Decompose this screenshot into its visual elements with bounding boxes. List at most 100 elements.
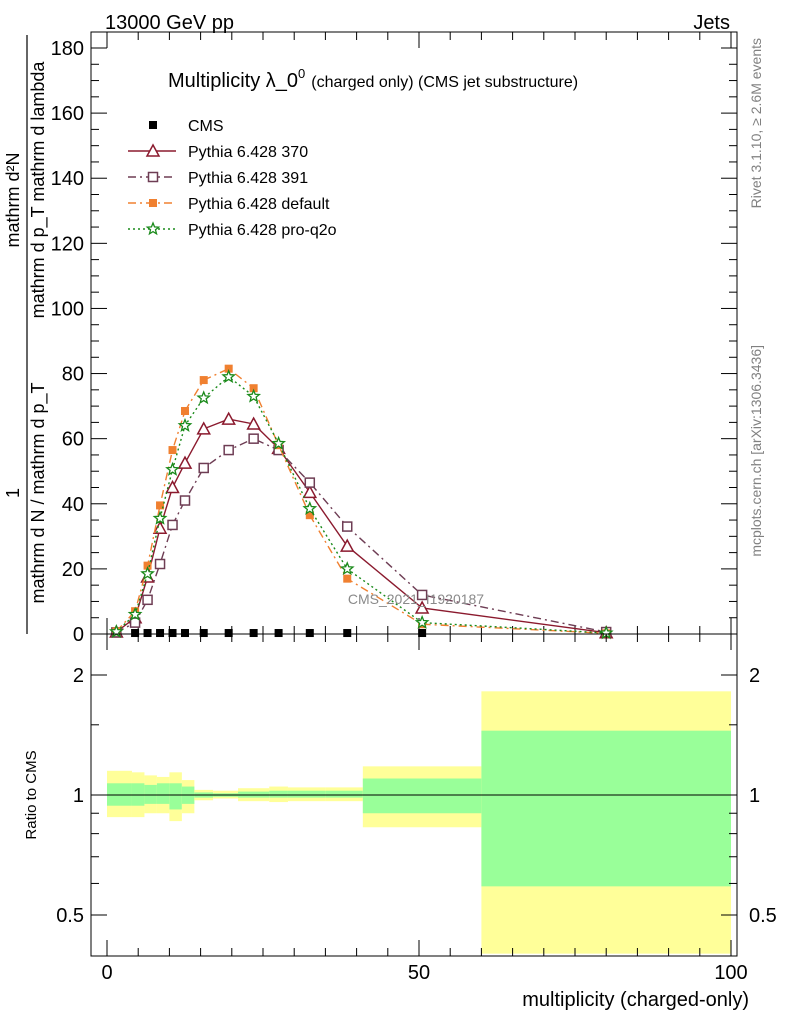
data-point	[156, 629, 165, 638]
data-point	[249, 384, 258, 393]
data-point	[143, 629, 152, 638]
data-point	[167, 519, 178, 531]
data-point	[249, 629, 258, 638]
data-point	[198, 462, 209, 474]
x-tick-label: 50	[408, 962, 430, 984]
legend-marker	[149, 121, 157, 129]
rivet-version-label: Rivet 3.1.10, ≥ 2.6M events	[748, 38, 764, 208]
y-label-prefix-denominator: mathrm d N / mathrm d p_T	[28, 382, 49, 603]
main-title: Multiplicity λ_00(charged only) (CMS jet…	[168, 66, 578, 92]
ratio-inner-band	[156, 783, 170, 804]
data-point	[177, 417, 193, 432]
data-point	[414, 614, 430, 629]
ratio-y-tick-label-right: 0.5	[749, 905, 777, 927]
ratio-y-tick-label: 0.5	[56, 905, 84, 927]
legend-label: Pythia 6.428 pro-q2o	[188, 222, 337, 239]
ratio-y-tick-label: 2	[73, 665, 84, 687]
header-category-label: Jets	[693, 12, 730, 34]
data-point	[179, 495, 191, 506]
data-point	[246, 416, 261, 430]
data-point	[339, 538, 355, 552]
data-point	[154, 558, 166, 570]
legend-label: Pythia 6.428 default	[188, 196, 330, 213]
ratio-inner-band	[325, 790, 363, 798]
data-point	[177, 455, 193, 469]
legend-label: Pythia 6.428 370	[188, 144, 308, 161]
main-y-tick-label: 140	[51, 168, 84, 190]
data-point	[418, 629, 427, 638]
ratio-inner-band	[362, 778, 482, 814]
y-label-numerator: mathrm d²N	[3, 152, 23, 247]
data-point	[224, 364, 233, 373]
x-tick-label: 100	[714, 962, 747, 984]
header-energy-label: 13000 GeV pp	[105, 12, 234, 34]
data-point	[199, 629, 208, 638]
main-y-tick-label: 100	[51, 298, 84, 320]
series-line	[115, 367, 607, 634]
data-point	[156, 501, 165, 510]
legend: CMS Pythia 6.428 370 Pythia 6.428 391 Pythi…	[128, 118, 337, 239]
data-point	[246, 388, 262, 403]
main-y-tick-label: 180	[51, 38, 84, 60]
data-point	[248, 433, 259, 444]
ratio-inner-band	[287, 790, 326, 798]
ratio-y-tick-label-right: 2	[749, 665, 760, 687]
y-label-prefix-numerator: 1	[3, 488, 23, 498]
legend-marker	[149, 199, 157, 207]
main-y-tick-label: 160	[51, 103, 84, 125]
ratio-inner-band	[131, 783, 145, 806]
series-line	[115, 375, 607, 634]
data-point	[152, 510, 168, 525]
data-point	[199, 376, 208, 385]
ratio-y-axis-label: Ratio to CMS	[23, 750, 40, 839]
main-y-tick-label: 0	[73, 624, 84, 646]
data-point	[129, 617, 141, 628]
ratio-y-tick-label: 1	[73, 785, 84, 807]
data-point	[302, 500, 318, 515]
data-point	[142, 594, 153, 606]
data-point	[343, 574, 352, 583]
data-point	[196, 421, 211, 435]
data-point	[152, 520, 168, 534]
main-title-note: (charged only) (CMS jet substructure)	[311, 74, 578, 91]
x-axis-label: multiplicity (charged-only)	[522, 989, 749, 1011]
ratio-y-tick-label-right: 1	[749, 785, 760, 807]
data-point	[221, 369, 237, 384]
data-point	[196, 390, 212, 405]
mcplots-reference-label: mcplots.cern.ch [arXiv:1306.3436]	[748, 345, 764, 557]
data-point	[143, 561, 152, 570]
data-point	[165, 461, 180, 476]
ratio-inner-band	[269, 790, 288, 798]
ratio-inner-band	[144, 784, 157, 804]
data-point	[223, 444, 234, 456]
y-label-denominator: mathrm d p_T mathrm d lambda	[28, 61, 49, 319]
ratio-inner-band	[169, 783, 182, 810]
legend-marker	[145, 221, 161, 236]
x-tick-label: 0	[101, 962, 112, 984]
ratio-panel: 0.5 0.5 1 1 2 2 0 50 100 Ratio to CMS multiplici…	[23, 633, 777, 1011]
data-point	[168, 629, 177, 638]
data-point	[302, 484, 318, 499]
data-point	[274, 629, 283, 638]
data-point	[339, 561, 355, 576]
ratio-inner-band	[107, 783, 132, 806]
data-point	[341, 521, 353, 532]
data-point	[304, 477, 316, 488]
main-y-tick-label: 80	[62, 364, 84, 386]
legend-marker	[147, 171, 159, 183]
legend-label: Pythia 6.428 391	[188, 170, 308, 187]
data-point	[305, 629, 314, 638]
data-point	[131, 629, 140, 638]
data-point	[305, 511, 314, 520]
data-point	[224, 629, 233, 638]
main-title-superscript: 0	[298, 66, 305, 81]
data-point	[127, 606, 143, 621]
data-point	[416, 589, 428, 601]
watermark-analysis-id: CMS_2021_I1920187	[348, 591, 484, 607]
main-y-tick-label: 20	[62, 559, 84, 581]
main-y-tick-label: 120	[51, 233, 84, 255]
data-point	[181, 406, 189, 415]
legend-marker	[145, 143, 161, 157]
series-4	[108, 369, 614, 640]
